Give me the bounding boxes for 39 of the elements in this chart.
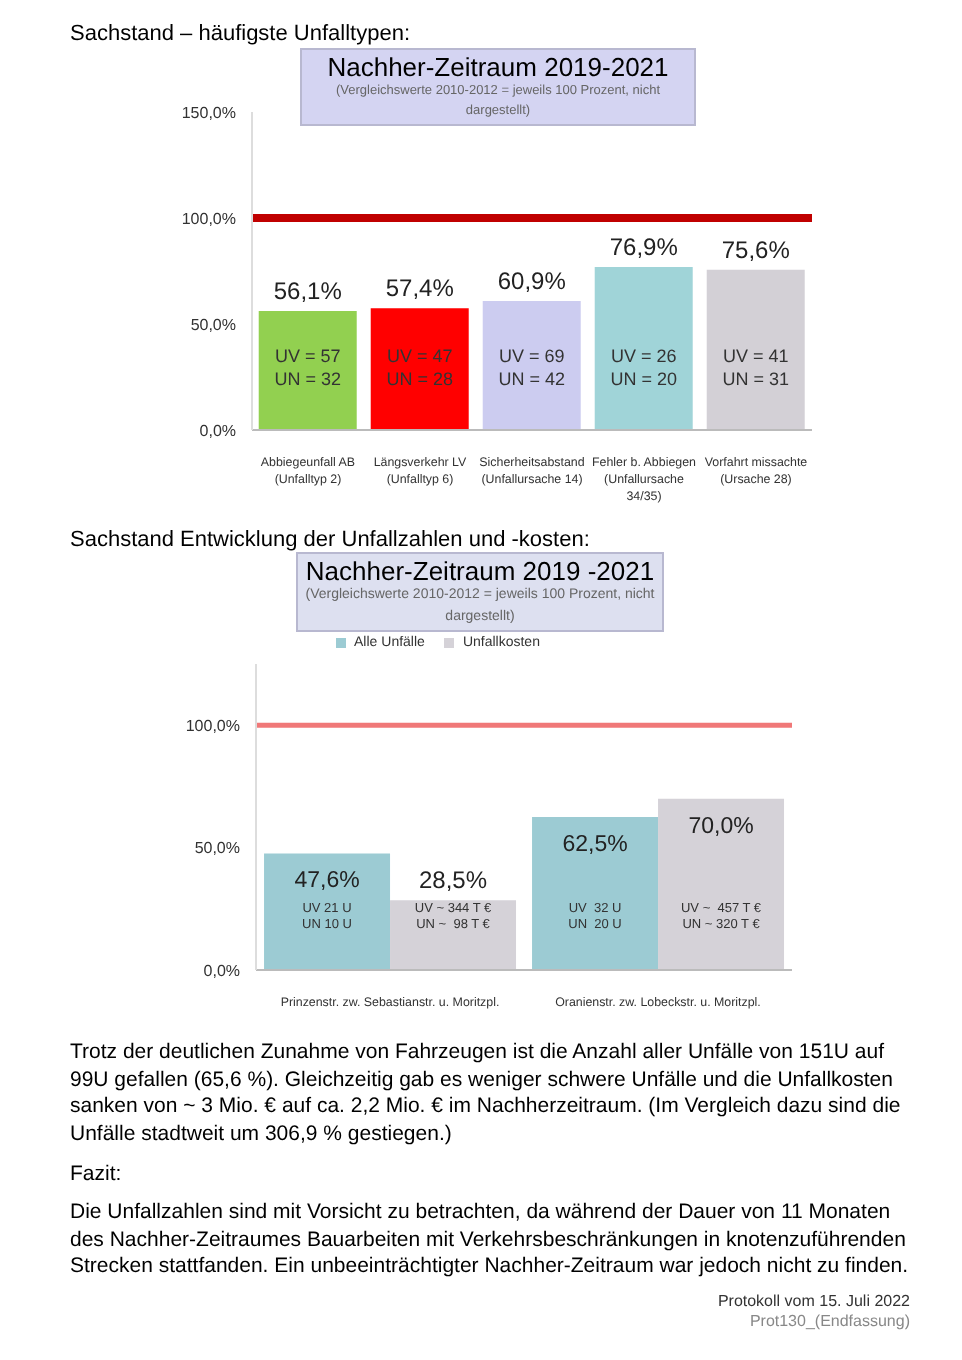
y-tick-label: 100,0% [185,716,240,735]
bar [706,269,805,430]
annotation: UV = 47 UN = 28 [386,346,453,389]
text: Die Unfallzahlen sind mit Vorsicht zu betrachten, da während der Dauer von 11 Monaten des Nachher-Zeitraumes Bauarbeiten mit Verkehrsbeschränkungen in knotenzuführenden Strecken stattfanden. Ein unbeeinträchtigter Nachher-Zeitraum war jedoch nicht zu finden. [70,1200,910,1283]
annotation: UV = 26 UN = 20 [610,346,677,389]
text: Sachstand Entwicklung der Unfallzahlen und -kosten: [70,528,590,552]
bar [390,900,517,970]
data-label: 57,4% [385,274,455,303]
annotation: UV = 69 UN = 42 [498,346,565,389]
y-tick-label: 50,0% [190,315,236,334]
text: Prot130_(Endfassung) [747,1312,910,1334]
data-label: 70,0% [688,814,754,839]
chart-title: Nachher-Zeitraum 2019 -2021 [303,556,657,586]
bar [658,798,785,970]
chart-title: Nachher-Zeitraum 2019-2021 [325,52,671,82]
bar [482,300,581,430]
bar [370,308,469,430]
data-label: 62,5% [562,833,628,857]
bar [532,817,659,970]
y-tick-label: 50,0% [194,839,240,858]
y-tick-label: 0,0% [203,961,240,980]
data-label: 76,9% [609,232,679,261]
text: Fazit: [70,1161,124,1189]
data-label: 60,9% [497,266,567,295]
bar [594,266,693,430]
y-tick-label: 100,0% [181,209,236,228]
text: Sachstand – häufigste Unfalltypen: [70,22,411,46]
data-label: 75,6% [721,235,791,264]
bar [258,311,357,430]
y-tick-label: 150,0% [181,103,236,122]
annotation: UV = 57 UN = 32 [274,346,341,389]
data-label: 47,6% [294,869,360,894]
bar [264,853,391,970]
y-tick-label: 0,0% [199,421,236,440]
annotation: UV = 41 UN = 31 [722,346,789,389]
text: Protokoll vom 15. Juli 2022 [715,1292,910,1313]
text: Trotz der deutlichen Zunahme von Fahrzeugen ist die Anzahl aller Unfälle von 151U auf 99U gefallen (65,6 %). Gleichzeitig gab es weniger schwere Unfälle und die Unfallkosten sanken von ~ 3 Mio. € auf ca. 2,2 Mio. € im Nachherzeitraum. (Im Vergleich dazu sind die Unfälle stadtweit um 306,9 % gestiegen.) [70,1040,903,1150]
data-label: 28,5% [419,866,488,895]
data-label: 56,1% [273,277,343,306]
